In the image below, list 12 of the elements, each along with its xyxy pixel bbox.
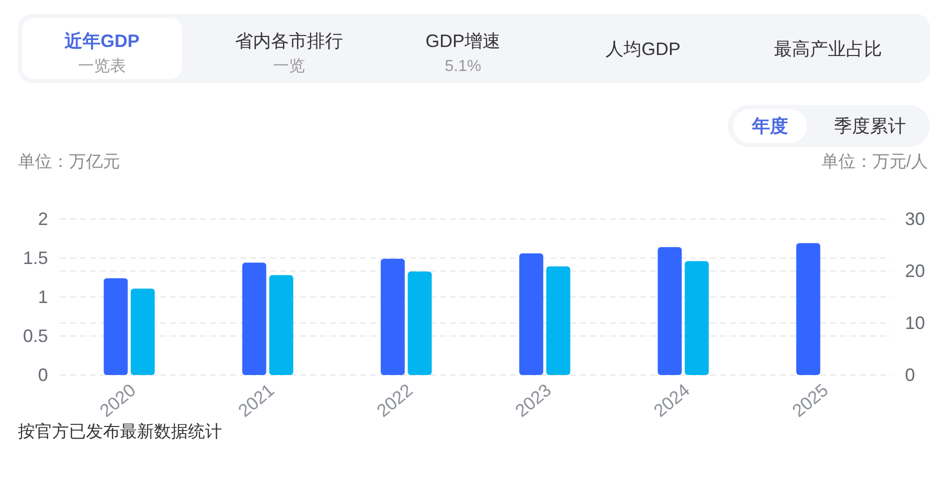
y2-tick-label: 10 (905, 313, 926, 333)
y2-tick-label: 30 (905, 209, 926, 229)
y-tick-label: 0 (38, 365, 48, 385)
y-tick-label: 1.5 (22, 248, 48, 268)
y-tick-label: 1 (38, 287, 48, 307)
y2-tick-label: 0 (905, 365, 916, 385)
y2-tick-label: 20 (905, 261, 926, 281)
y-tick-label: 2 (38, 209, 48, 229)
y-tick-label: 0.5 (22, 326, 48, 346)
text: 按官方已发布最新数据统计 (18, 422, 222, 441)
y2-axis-title: 单位：万元/人 (821, 152, 928, 171)
y-axis-title: 单位：万亿元 (18, 152, 120, 171)
